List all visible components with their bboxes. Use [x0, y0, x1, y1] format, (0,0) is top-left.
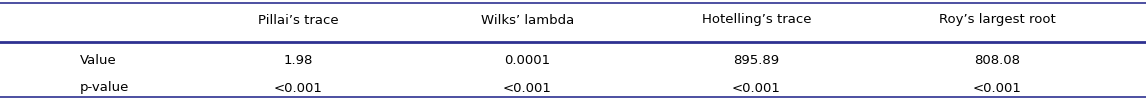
Text: 808.08: 808.08 [974, 54, 1020, 66]
Text: 1.98: 1.98 [283, 54, 313, 66]
Text: <0.001: <0.001 [973, 82, 1021, 94]
Text: Wilks’ lambda: Wilks’ lambda [480, 14, 574, 26]
Text: Roy’s largest root: Roy’s largest root [939, 14, 1055, 26]
Text: Hotelling’s trace: Hotelling’s trace [701, 14, 811, 26]
Text: 895.89: 895.89 [733, 54, 779, 66]
Text: 0.0001: 0.0001 [504, 54, 550, 66]
Text: <0.001: <0.001 [274, 82, 322, 94]
Text: Value: Value [80, 54, 117, 66]
Text: Pillai’s trace: Pillai’s trace [258, 14, 338, 26]
Text: p-value: p-value [80, 82, 129, 94]
Text: <0.001: <0.001 [732, 82, 780, 94]
Text: <0.001: <0.001 [503, 82, 551, 94]
